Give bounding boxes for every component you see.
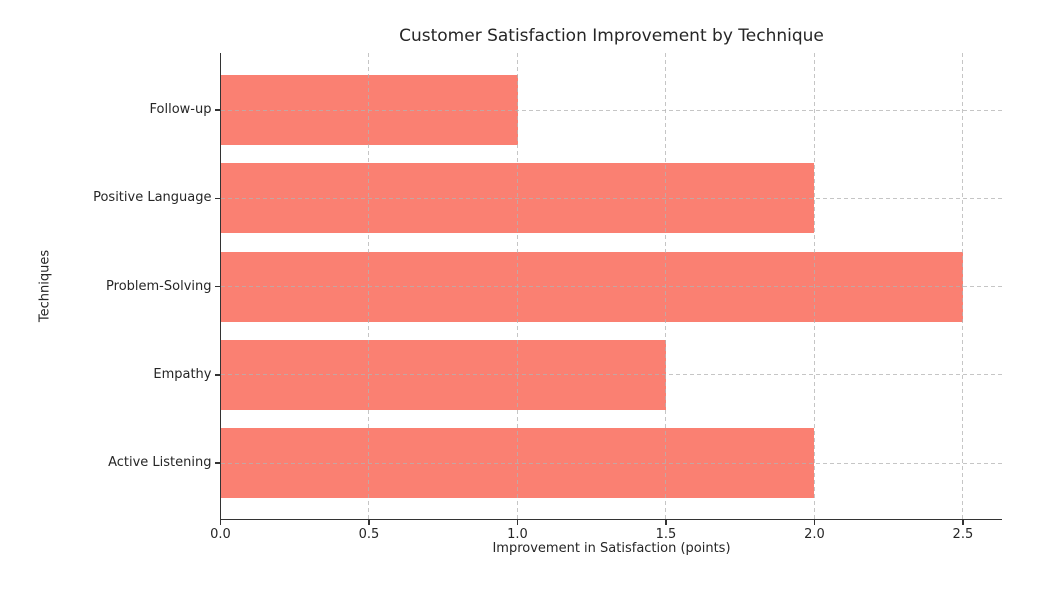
- x-tick-label: 2.5: [952, 527, 974, 542]
- gridline-horizontal: [220, 109, 1002, 111]
- gridline-vertical: [516, 53, 518, 519]
- x-tick-mark: [219, 519, 222, 525]
- gridline-vertical: [368, 53, 370, 519]
- y-tick-label: Empathy: [153, 366, 212, 382]
- x-tick-label: 0.5: [358, 527, 380, 542]
- x-tick-label: 0.0: [210, 527, 231, 542]
- gridline-vertical: [813, 53, 815, 519]
- y-tick-label: Positive Language: [93, 190, 212, 206]
- x-tick-mark: [368, 519, 370, 525]
- x-tick-mark: [962, 519, 964, 525]
- chart-title: Customer Satisfaction Improvement by Tec…: [399, 26, 824, 46]
- gridline-vertical: [665, 53, 667, 519]
- y-tick-mark: [215, 109, 221, 111]
- y-tick-label: Active Listening: [108, 455, 212, 471]
- gridline-vertical: [962, 53, 964, 519]
- x-tick-mark: [516, 519, 519, 525]
- y-tick-label: Follow-up: [149, 102, 212, 118]
- y-tick-mark: [215, 462, 221, 464]
- y-tick-label: Problem-Solving: [106, 278, 212, 294]
- y-tick-mark: [215, 285, 221, 288]
- gridline-horizontal: [220, 462, 1002, 464]
- y-tick-mark: [215, 374, 221, 376]
- x-tick-mark: [813, 519, 816, 525]
- x-tick-label: 1.0: [507, 527, 528, 542]
- gridline-horizontal: [220, 197, 1002, 199]
- plot-area: Follow-up Positive Language Problem-Solvin…: [93, 53, 1002, 542]
- gridline-horizontal: [220, 374, 1002, 376]
- x-tick-label: 2.0: [804, 527, 825, 542]
- x-tick-mark: [665, 519, 667, 525]
- gridline-horizontal: [220, 286, 1002, 287]
- y-tick-mark: [215, 197, 221, 199]
- y-axis-label: Techniques: [37, 249, 53, 323]
- x-axis-label: Improvement in Satisfaction (points): [492, 541, 731, 556]
- x-tick-label: 1.5: [655, 527, 677, 542]
